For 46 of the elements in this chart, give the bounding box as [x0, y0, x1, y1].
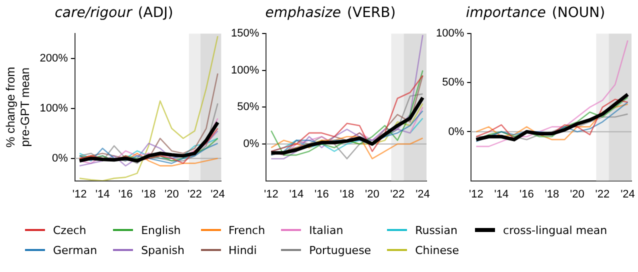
x-tick-label: '22	[595, 188, 610, 200]
y-tick-label: 0%	[448, 126, 464, 138]
chart-title: emphasize (VERB)	[264, 4, 397, 23]
x-tick-label: '12	[72, 188, 87, 200]
legend-label: Italian	[309, 224, 344, 236]
x-tick-label: '14	[95, 188, 110, 200]
legend-label: English	[141, 224, 181, 236]
y-tick-label: 50%	[442, 76, 464, 89]
y-tick-label: 50%	[237, 101, 260, 114]
x-tick-label: '12	[469, 188, 484, 200]
legend-label: Portuguese	[309, 244, 372, 256]
x-tick-label: '24	[620, 188, 635, 200]
y-axis-title: % change from pre-GPT mean	[4, 66, 32, 148]
legend-label: Czech	[53, 224, 86, 236]
x-tick-label: '12	[264, 188, 278, 200]
chart-title: importance (NOUN)	[464, 4, 606, 23]
legend-label: cross-lingual mean	[503, 224, 608, 236]
y-tick-label: 0%	[243, 138, 260, 150]
x-tick-label: '16	[118, 188, 133, 200]
y-tick-label: 100%	[436, 28, 464, 40]
x-tick-label: '20	[570, 188, 584, 200]
x-tick-label: '18	[544, 188, 560, 200]
x-tick-label: '24	[416, 188, 430, 200]
legend-label: German	[53, 244, 98, 256]
legend-label: French	[228, 224, 266, 236]
x-tick-label: '22	[390, 188, 405, 200]
legend-label: Spanish	[141, 244, 184, 256]
y-tick-label: 100%	[230, 64, 260, 76]
y-tick-label: 0%	[52, 152, 68, 164]
x-tick-label: '18	[340, 188, 354, 200]
x-tick-label: '20	[365, 188, 380, 200]
y-tick-label: 200%	[40, 52, 68, 65]
chart-title: care/rigour (ADJ)	[54, 4, 174, 23]
y-tick-label: 150%	[230, 28, 260, 40]
x-tick-label: '18	[141, 188, 156, 200]
x-tick-label: '16	[314, 188, 329, 200]
x-tick-label: '24	[210, 188, 225, 200]
x-tick-label: '16	[520, 188, 534, 200]
legend-label: Russian	[415, 224, 458, 236]
y-tick-label: 100%	[40, 102, 68, 114]
x-tick-label: '20	[164, 188, 179, 200]
legend-label: Hindi	[228, 244, 257, 256]
legend-label: Chinese	[415, 244, 460, 256]
x-tick-label: '22	[188, 188, 202, 200]
x-tick-label: '14	[289, 188, 304, 200]
x-tick-label: '14	[494, 188, 509, 200]
